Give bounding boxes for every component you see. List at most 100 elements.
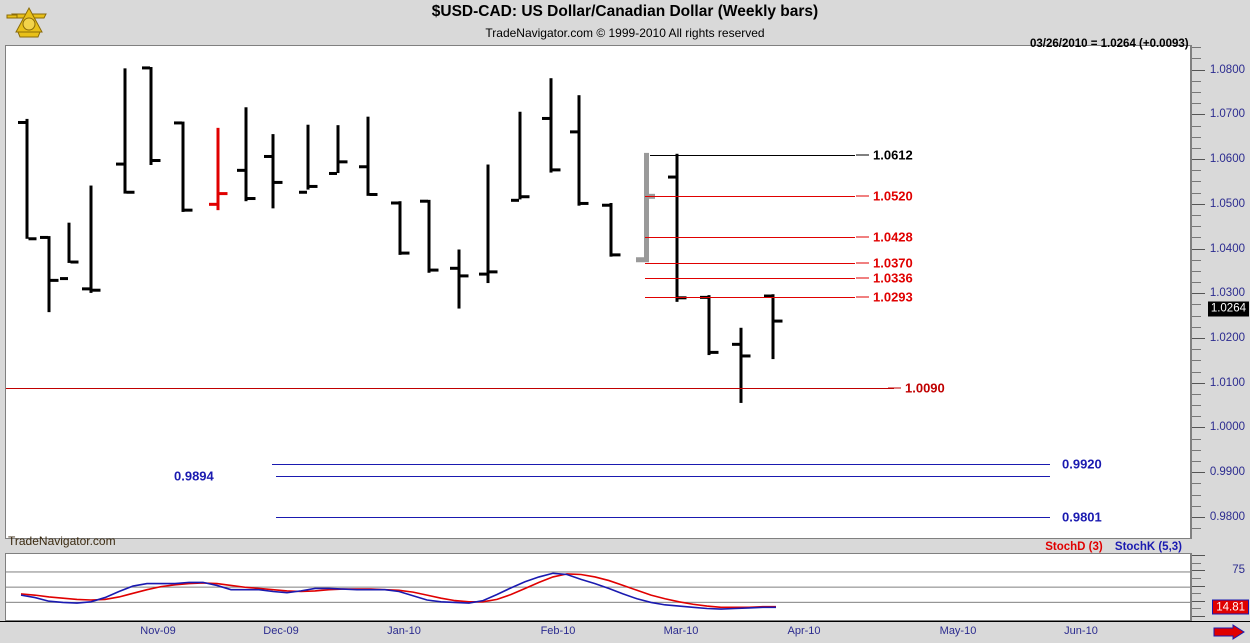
price-axis-tick xyxy=(1192,147,1201,149)
price-level-line[interactable] xyxy=(645,262,855,264)
price-axis-tick xyxy=(1192,248,1205,250)
ohlc-bar xyxy=(40,235,59,313)
ohlc-bar xyxy=(732,327,751,403)
stochastic-value-tag: 14.81 xyxy=(1212,599,1249,615)
price-axis-label: 1.0500 xyxy=(1209,197,1245,210)
price-axis[interactable]: 1.0264 1.0800 1.0700 1.0600 1.0500 1.0400 1.0… xyxy=(1191,45,1250,539)
price-chart-pane[interactable] xyxy=(5,45,1191,539)
date-axis-label: Dec-09 xyxy=(263,625,299,637)
date-axis-label: Jun-10 xyxy=(1064,625,1098,637)
price-axis-tick xyxy=(1192,170,1201,172)
stochastic-axis-label: 75 xyxy=(1232,564,1245,577)
level-label-dash xyxy=(856,296,869,298)
price-axis-tick xyxy=(1192,393,1201,395)
price-level-label: 1.0370 xyxy=(873,255,913,271)
price-axis-label: 1.0600 xyxy=(1209,153,1245,166)
quote-readout: 03/26/2010 = 1.0264 (+0.0093) xyxy=(1030,38,1189,50)
price-axis-tick xyxy=(1192,125,1201,127)
stochastic-gridline xyxy=(6,586,1190,588)
price-plot xyxy=(18,66,783,403)
stochastic-axis-tick xyxy=(1192,593,1201,595)
price-axis-tick xyxy=(1192,449,1201,451)
price-level-label: 0.9920 xyxy=(1062,456,1102,472)
price-axis-tick xyxy=(1192,270,1201,272)
ohlc-bar xyxy=(359,116,378,196)
price-axis-tick xyxy=(1192,293,1205,295)
price-level-line[interactable] xyxy=(276,517,1050,519)
price-axis-tick xyxy=(1192,405,1201,407)
price-axis-tick xyxy=(1192,528,1201,530)
price-axis-tick xyxy=(1192,203,1205,205)
ohlc-bar xyxy=(700,295,719,356)
stochastic-axis-tick xyxy=(1192,562,1201,564)
date-axis-label: Nov-09 xyxy=(140,625,176,637)
price-axis-tick xyxy=(1192,315,1201,317)
ohlc-bar xyxy=(209,127,228,211)
price-axis-tick xyxy=(1192,114,1205,116)
chart-header: $USD-CAD: US Dollar/Canadian Dollar (Wee… xyxy=(0,0,1250,45)
ohlc-bar xyxy=(391,201,410,255)
price-axis-tick xyxy=(1192,103,1201,105)
price-axis-tick xyxy=(1192,472,1205,474)
stochastic-axis-tick xyxy=(1192,570,1205,572)
price-axis-tick xyxy=(1192,237,1201,239)
price-level-label: 1.0090 xyxy=(905,380,945,396)
price-axis-tick xyxy=(1192,483,1201,485)
ohlc-bar xyxy=(264,134,283,209)
ohlc-bar xyxy=(602,202,621,257)
ohlc-bar xyxy=(764,294,783,360)
stochastic-legend: StochD (3) StochK (5,3) xyxy=(1045,541,1182,553)
date-axis[interactable]: Nov-09 Dec-09 Jan-10 Feb-10 Mar-10 Apr-10 May-… xyxy=(0,621,1250,643)
price-level-line[interactable] xyxy=(276,475,1050,477)
price-axis-label: 1.0200 xyxy=(1209,331,1245,344)
level-label-dash xyxy=(888,387,901,389)
stochastic-pane[interactable]: StochD (3) StochK (5,3) xyxy=(5,541,1191,621)
price-axis-tick xyxy=(1192,80,1201,82)
price-level-line[interactable] xyxy=(6,388,894,390)
sextant-logo xyxy=(4,2,54,42)
last-price-tag: 1.0264 xyxy=(1207,301,1249,317)
ohlc-bar xyxy=(511,111,530,202)
date-axis-label: May-10 xyxy=(939,625,977,637)
stochastic-axis[interactable]: 14.81 75 xyxy=(1191,553,1250,621)
price-level-label: 1.0428 xyxy=(873,229,913,245)
price-level-line[interactable] xyxy=(645,236,855,238)
price-axis-tick xyxy=(1192,69,1205,71)
price-level-line[interactable] xyxy=(645,195,855,197)
price-level-line[interactable] xyxy=(650,154,855,156)
scroll-forward-arrow[interactable] xyxy=(1213,624,1245,640)
ohlc-bar xyxy=(18,118,37,241)
price-axis-tick xyxy=(1192,505,1201,507)
ohlc-bar xyxy=(542,78,561,173)
price-axis-tick xyxy=(1192,371,1201,373)
stochastic-axis-tick xyxy=(1192,608,1201,610)
price-level-line[interactable] xyxy=(272,464,1050,466)
price-level-label: 1.0520 xyxy=(873,188,913,204)
ohlc-bar xyxy=(237,107,256,202)
stochastic-axis-tick xyxy=(1192,585,1205,587)
price-level-label: 0.9801 xyxy=(1062,509,1102,525)
date-axis-label: Apr-10 xyxy=(787,625,821,637)
price-level-label: 0.9894 xyxy=(174,468,214,484)
watermark-label: TradeNavigator.com xyxy=(8,534,116,548)
price-axis-label: 1.0800 xyxy=(1209,63,1245,76)
stochastic-plot xyxy=(6,571,1190,610)
price-axis-tick xyxy=(1192,416,1201,418)
stochastic-gridline xyxy=(6,571,1190,573)
level-label-dash xyxy=(856,195,869,197)
price-axis-tick xyxy=(1192,159,1205,161)
price-level-line[interactable] xyxy=(645,297,855,299)
ohlc-bar xyxy=(329,125,348,175)
price-axis-tick xyxy=(1192,494,1201,496)
ohlc-bar xyxy=(420,199,439,273)
price-level-line[interactable] xyxy=(645,278,855,280)
date-axis-label: Jan-10 xyxy=(387,625,421,637)
price-level-label: 1.0293 xyxy=(873,289,913,305)
price-axis-label: 1.0700 xyxy=(1209,108,1245,121)
range-marker xyxy=(636,152,655,263)
copyright-text: TradeNavigator.com © 1999-2010 All right… xyxy=(485,26,765,40)
ohlc-bar xyxy=(450,249,469,309)
ohlc-bar xyxy=(174,121,193,212)
price-axis-tick xyxy=(1192,58,1201,60)
price-axis-tick xyxy=(1192,226,1201,228)
